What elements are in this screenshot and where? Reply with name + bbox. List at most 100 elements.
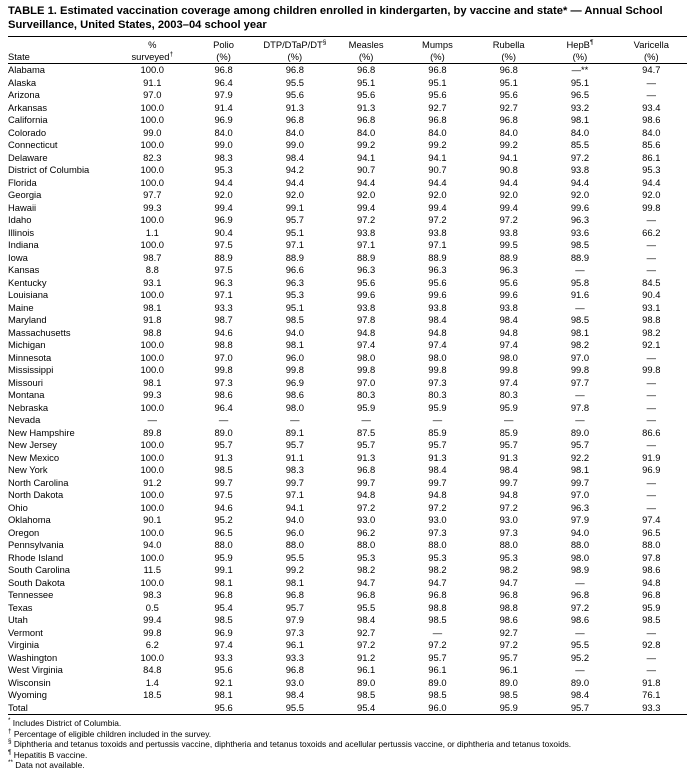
- value-cell: 96.8: [357, 589, 376, 600]
- value-cell: 93.8: [428, 226, 447, 238]
- value-cell: 96.8: [285, 589, 304, 600]
- value-cell: 92.7: [428, 101, 447, 113]
- value-cell: 94.4: [499, 176, 518, 188]
- value-cell: —: [646, 501, 656, 513]
- table-row: Delaware 82.3 98.3 98.4 94.1 94.1 94.1 97.2 86.1: [8, 152, 687, 165]
- value-cell: 99.4: [143, 614, 162, 625]
- value-cell: 99.1: [285, 201, 304, 213]
- value-cell: 93.8: [357, 226, 376, 238]
- value-cell: 96.3: [570, 501, 590, 513]
- value-cell: 97.2: [357, 214, 376, 225]
- table-row: Oregon 100.0 96.5 96.0 96.2 97.3 97.3 94.0 96.5: [8, 527, 687, 540]
- state-name: New Jersey: [8, 439, 57, 450]
- value-cell: 98.5: [570, 239, 590, 250]
- value-cell: 98.4: [285, 151, 304, 163]
- table-title: TABLE 1. Estimated vaccination coverage …: [8, 5, 663, 31]
- value-cell: 94.8: [499, 489, 518, 500]
- table-footer: Total 95.6 95.5 95.4 96.0 95.9 95.7 93.3: [8, 702, 687, 715]
- value-cell: 96.3: [428, 264, 447, 275]
- state-name: Nevada: [8, 414, 41, 425]
- value-cell: 84.5: [642, 276, 661, 288]
- value-cell: 96.5: [570, 89, 590, 100]
- state-name: Maryland: [8, 314, 47, 325]
- column-header-bottom: (%): [259, 50, 331, 64]
- value-cell: 98.4: [499, 314, 518, 325]
- value-cell: 92.0: [570, 189, 590, 200]
- state-name: West Virginia: [8, 664, 63, 675]
- value-cell: 97.1: [428, 239, 447, 250]
- value-cell: 88.9: [285, 251, 304, 263]
- state-name: Washington: [8, 651, 58, 663]
- value-cell: 97.3: [499, 526, 518, 538]
- value-cell: 84.0: [214, 126, 233, 138]
- value-cell: 91.3: [285, 101, 304, 113]
- value-cell: 92.0: [214, 189, 233, 200]
- value-cell: 96.8: [357, 464, 376, 475]
- value-cell: 98.8: [428, 601, 447, 613]
- value-cell: 95.7: [285, 601, 304, 613]
- value-cell: 95.9: [642, 601, 661, 613]
- column-header-top: Rubella: [492, 39, 525, 50]
- table-header: % Polio DTP/DTaP/DT§ Measles Mumps Rubella Hep…: [8, 37, 687, 64]
- value-cell: 95.6: [428, 276, 447, 288]
- value-cell: 93.1: [143, 276, 162, 288]
- value-cell: 97.2: [499, 501, 518, 513]
- value-cell: 85.9: [428, 426, 447, 438]
- value-cell: 89.0: [357, 676, 376, 688]
- value-cell: 99.4: [499, 201, 518, 213]
- value-cell: 98.1: [143, 376, 162, 388]
- table-row: Idaho 100.0 96.9 95.7 97.2 97.2 97.2 96.3 —: [8, 214, 687, 227]
- value-cell: 95.7: [285, 439, 304, 450]
- value-cell: —: [646, 264, 656, 275]
- value-cell: 95.8: [570, 276, 590, 288]
- value-cell: 100.0: [140, 164, 165, 175]
- value-cell: 94.4: [357, 176, 376, 188]
- value-cell: 88.0: [285, 539, 304, 550]
- value-cell: 98.2: [499, 564, 518, 575]
- value-cell: 97.2: [428, 639, 447, 650]
- value-cell: —: [147, 414, 157, 425]
- value-cell: 76.1: [642, 689, 661, 700]
- footnote-marker: ¶: [589, 38, 594, 46]
- state-name: North Dakota: [8, 489, 64, 500]
- value-cell: —: [646, 376, 656, 388]
- value-cell: 95.1: [357, 76, 376, 88]
- value-cell: 90.7: [357, 164, 376, 175]
- value-cell: 91.6: [570, 289, 590, 300]
- value-cell: 100.0: [140, 489, 165, 500]
- value-cell: 94.0: [285, 326, 304, 338]
- table-row: Tennessee 98.3 96.8 96.8 96.8 96.8 96.8 96.8 96.…: [8, 589, 687, 602]
- value-cell: 96.8: [214, 589, 233, 600]
- table-row: Georgia 97.7 92.0 92.0 92.0 92.0 92.0 92.0 92.0: [8, 189, 687, 202]
- value-cell: 87.5: [357, 426, 376, 438]
- table-row: Indiana 100.0 97.5 97.1 97.1 97.1 99.5 98.5 —: [8, 239, 687, 252]
- value-cell: 91.3: [499, 451, 518, 463]
- value-cell: 89.0: [214, 426, 233, 438]
- value-cell: 96.1: [428, 664, 447, 675]
- value-cell: 94.0: [143, 539, 162, 550]
- value-cell: 97.7: [143, 189, 162, 200]
- value-cell: 97.5: [214, 489, 233, 500]
- footnote: ¶ Hepatitis B vaccine.: [8, 748, 88, 760]
- value-cell: 95.7: [428, 439, 447, 450]
- value-cell: 88.0: [570, 539, 590, 550]
- value-cell: 98.0: [570, 551, 590, 563]
- value-cell: 97.3: [285, 626, 304, 638]
- state-name: Ohio: [8, 501, 28, 513]
- value-cell: 98.7: [214, 314, 233, 325]
- value-cell: 98.2: [570, 339, 590, 350]
- footnote-marker: §: [322, 38, 327, 46]
- total-label: Total: [8, 701, 28, 713]
- value-cell: 95.3: [285, 289, 304, 300]
- value-cell: 98.3: [214, 151, 233, 163]
- value-cell: 95.3: [214, 164, 233, 175]
- value-cell: 95.3: [642, 164, 661, 175]
- value-cell: 96.8: [499, 589, 518, 600]
- value-cell: 95.6: [499, 276, 518, 288]
- value-cell: 95.7: [499, 439, 518, 450]
- value-cell: 100.0: [140, 501, 165, 513]
- state-name: Montana: [8, 389, 45, 400]
- value-cell: 98.9: [570, 564, 590, 575]
- value-cell: 90.1: [143, 514, 162, 525]
- table-header-row-bottom: State surveyed† (%) (%) (%) (%) (%) (%) (%): [8, 50, 687, 64]
